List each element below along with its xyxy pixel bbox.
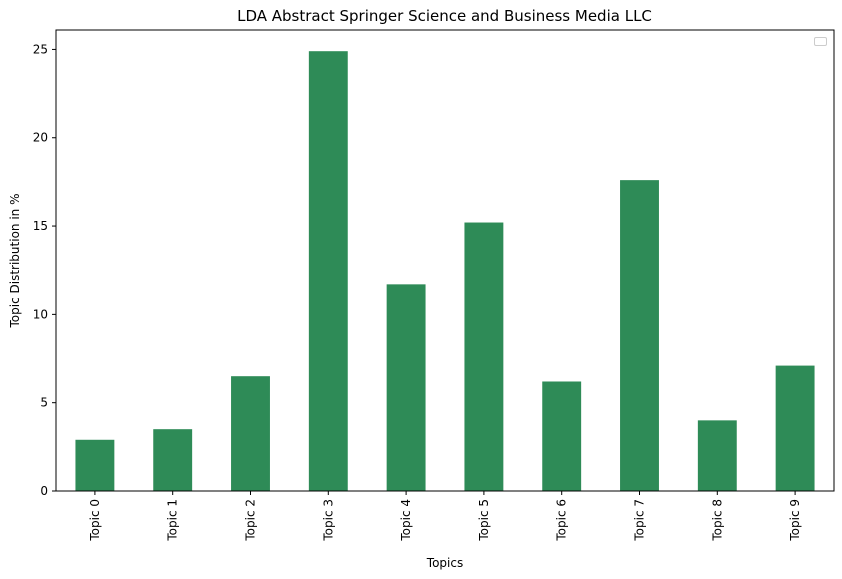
bar-7 xyxy=(620,180,659,491)
bar-1 xyxy=(153,429,193,491)
bar-5 xyxy=(464,222,504,491)
y-axis-label: Topic Distribution in % xyxy=(8,194,22,329)
y-tick-label-4: 20 xyxy=(33,131,48,145)
y-axis: 0 5 10 15 20 25 xyxy=(33,42,56,498)
legend-box xyxy=(814,37,827,46)
x-tick-label-2: Topic 2 xyxy=(244,499,258,542)
y-tick-label-5: 25 xyxy=(33,42,48,56)
x-tick-label-4: Topic 4 xyxy=(399,499,413,542)
bar-8 xyxy=(697,420,737,491)
x-tick-label-0: Topic 0 xyxy=(88,499,102,542)
bar-4 xyxy=(386,284,426,491)
bar-9 xyxy=(775,365,815,491)
bar-2 xyxy=(231,376,270,491)
chart-title: LDA Abstract Springer Science and Busine… xyxy=(237,7,652,25)
x-axis-label: Topics xyxy=(426,556,463,570)
y-tick-label-0: 0 xyxy=(40,484,48,498)
y-tick-label-2: 10 xyxy=(33,307,48,321)
x-tick-label-5: Topic 5 xyxy=(477,499,491,542)
bar-6 xyxy=(542,381,582,491)
x-axis: Topic 0 Topic 1 Topic 2 Topic 3 Topic 4 Topic… xyxy=(88,491,802,542)
bar-3 xyxy=(308,51,348,491)
bar-0 xyxy=(75,439,115,491)
x-tick-label-9: Topic 9 xyxy=(788,499,802,542)
x-tick-label-8: Topic 8 xyxy=(710,499,724,542)
y-tick-label-3: 15 xyxy=(33,219,48,233)
x-tick-label-3: Topic 3 xyxy=(321,499,335,542)
x-tick-label-6: Topic 6 xyxy=(555,499,569,542)
plot-frame xyxy=(55,29,835,492)
x-tick-label-1: Topic 1 xyxy=(166,499,180,542)
x-tick-label-7: Topic 7 xyxy=(633,499,647,542)
bars xyxy=(75,51,815,491)
y-tick-label-1: 5 xyxy=(40,396,48,410)
